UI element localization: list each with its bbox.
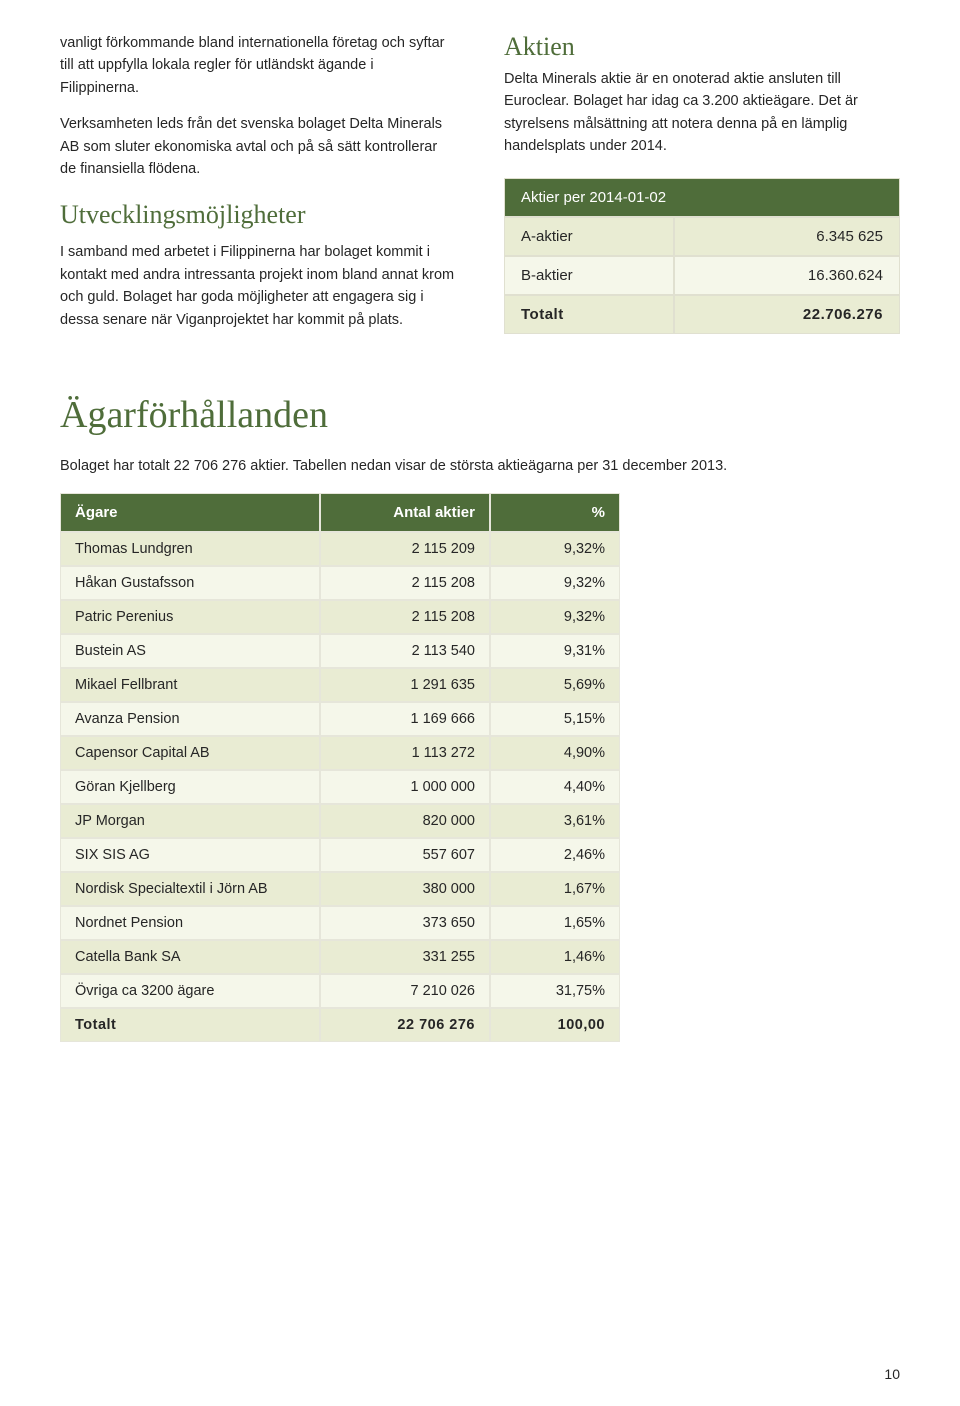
- cell-value: 6.345 625: [674, 217, 900, 256]
- table-header: Aktier per 2014-01-02: [504, 178, 900, 217]
- cell-shares: 1 000 000: [320, 770, 490, 804]
- cell-owner: SIX SIS AG: [60, 838, 320, 872]
- col-header-owner: Ägare: [60, 493, 320, 532]
- body-paragraph: I samband med arbetet i Filippinerna har…: [60, 241, 456, 331]
- cell-percent: 4,90%: [490, 736, 620, 770]
- cell-percent: 9,32%: [490, 566, 620, 600]
- cell-percent: 3,61%: [490, 804, 620, 838]
- cell-owner: Thomas Lundgren: [60, 532, 320, 566]
- table-row: Avanza Pension1 169 6665,15%: [60, 702, 620, 736]
- cell-shares: 1 291 635: [320, 668, 490, 702]
- right-column: Aktien Delta Minerals aktie är en onoter…: [504, 32, 900, 345]
- table-row: Nordnet Pension373 6501,65%: [60, 906, 620, 940]
- table-row: Övriga ca 3200 ägare7 210 02631,75%: [60, 974, 620, 1008]
- cell-owner: Mikael Fellbrant: [60, 668, 320, 702]
- cell-shares: 557 607: [320, 838, 490, 872]
- cell-owner: Övriga ca 3200 ägare: [60, 974, 320, 1008]
- cell-owner: Nordisk Specialtextil i Jörn AB: [60, 872, 320, 906]
- table-row: SIX SIS AG557 6072,46%: [60, 838, 620, 872]
- cell-owner: Håkan Gustafsson: [60, 566, 320, 600]
- cell-shares: 2 113 540: [320, 634, 490, 668]
- table-total-row: Totalt 22.706.276: [504, 295, 900, 334]
- cell-percent: 1,67%: [490, 872, 620, 906]
- body-paragraph: vanligt förkommande bland internationell…: [60, 32, 456, 99]
- cell-percent: 100,00: [490, 1008, 620, 1042]
- table-row: Thomas Lundgren2 115 2099,32%: [60, 532, 620, 566]
- cell-owner: Catella Bank SA: [60, 940, 320, 974]
- two-column-section: vanligt förkommande bland internationell…: [60, 32, 900, 345]
- cell-shares: 22 706 276: [320, 1008, 490, 1042]
- table-row: Patric Perenius2 115 2089,32%: [60, 600, 620, 634]
- cell-owner: JP Morgan: [60, 804, 320, 838]
- col-header-shares: Antal aktier: [320, 493, 490, 532]
- cell-shares: 380 000: [320, 872, 490, 906]
- cell-shares: 1 113 272: [320, 736, 490, 770]
- cell-shares: 331 255: [320, 940, 490, 974]
- cell-shares: 7 210 026: [320, 974, 490, 1008]
- table-row: Nordisk Specialtextil i Jörn AB380 0001,…: [60, 872, 620, 906]
- cell-owner: Patric Perenius: [60, 600, 320, 634]
- table-row: Göran Kjellberg1 000 0004,40%: [60, 770, 620, 804]
- cell-value: 16.360.624: [674, 256, 900, 295]
- section-heading-utvecklingsmojligheter: Utvecklingsmöjligheter: [60, 195, 456, 235]
- cell-percent: 1,65%: [490, 906, 620, 940]
- cell-owner: Capensor Capital AB: [60, 736, 320, 770]
- cell-shares: 1 169 666: [320, 702, 490, 736]
- cell-shares: 820 000: [320, 804, 490, 838]
- cell-owner: Avanza Pension: [60, 702, 320, 736]
- cell-percent: 5,15%: [490, 702, 620, 736]
- table-row: Bustein AS2 113 5409,31%: [60, 634, 620, 668]
- body-paragraph: Verksamheten leds från det svenska bolag…: [60, 113, 456, 180]
- cell-percent: 5,69%: [490, 668, 620, 702]
- table-row: Capensor Capital AB1 113 2724,90%: [60, 736, 620, 770]
- cell-owner: Totalt: [60, 1008, 320, 1042]
- cell-value: 22.706.276: [674, 295, 900, 334]
- cell-shares: 2 115 208: [320, 566, 490, 600]
- table-header-row: Aktier per 2014-01-02: [504, 178, 900, 217]
- cell-percent: 9,31%: [490, 634, 620, 668]
- table-row: A-aktier 6.345 625: [504, 217, 900, 256]
- owners-intro: Bolaget har totalt 22 706 276 aktier. Ta…: [60, 455, 900, 477]
- table-row: Mikael Fellbrant1 291 6355,69%: [60, 668, 620, 702]
- body-text: Delta Minerals aktie är en onoterad akti…: [504, 68, 900, 158]
- body-paragraph: Delta Minerals aktie är en onoterad akti…: [504, 68, 900, 158]
- table-row: Catella Bank SA331 2551,46%: [60, 940, 620, 974]
- table-header-row: Ägare Antal aktier %: [60, 493, 620, 532]
- col-header-percent: %: [490, 493, 620, 532]
- cell-shares: 2 115 208: [320, 600, 490, 634]
- table-total-row: Totalt22 706 276100,00: [60, 1008, 620, 1042]
- cell-shares: 2 115 209: [320, 532, 490, 566]
- cell-owner: Göran Kjellberg: [60, 770, 320, 804]
- cell-owner: Nordnet Pension: [60, 906, 320, 940]
- left-column: vanligt förkommande bland internationell…: [60, 32, 456, 345]
- cell-label: Totalt: [504, 295, 674, 334]
- cell-percent: 2,46%: [490, 838, 620, 872]
- table-row: B-aktier 16.360.624: [504, 256, 900, 295]
- cell-owner: Bustein AS: [60, 634, 320, 668]
- section-heading-agarforhallanden: Ägarförhållanden: [60, 393, 900, 437]
- cell-percent: 9,32%: [490, 600, 620, 634]
- cell-percent: 4,40%: [490, 770, 620, 804]
- table-row: Håkan Gustafsson2 115 2089,32%: [60, 566, 620, 600]
- cell-shares: 373 650: [320, 906, 490, 940]
- section-heading-aktien: Aktien: [504, 32, 900, 62]
- shares-table: Aktier per 2014-01-02 A-aktier 6.345 625…: [504, 178, 900, 334]
- cell-percent: 9,32%: [490, 532, 620, 566]
- cell-label: A-aktier: [504, 217, 674, 256]
- cell-label: B-aktier: [504, 256, 674, 295]
- page-number: 10: [884, 1366, 900, 1382]
- owners-table: Ägare Antal aktier % Thomas Lundgren2 11…: [60, 493, 620, 1042]
- cell-percent: 31,75%: [490, 974, 620, 1008]
- table-row: JP Morgan820 0003,61%: [60, 804, 620, 838]
- cell-percent: 1,46%: [490, 940, 620, 974]
